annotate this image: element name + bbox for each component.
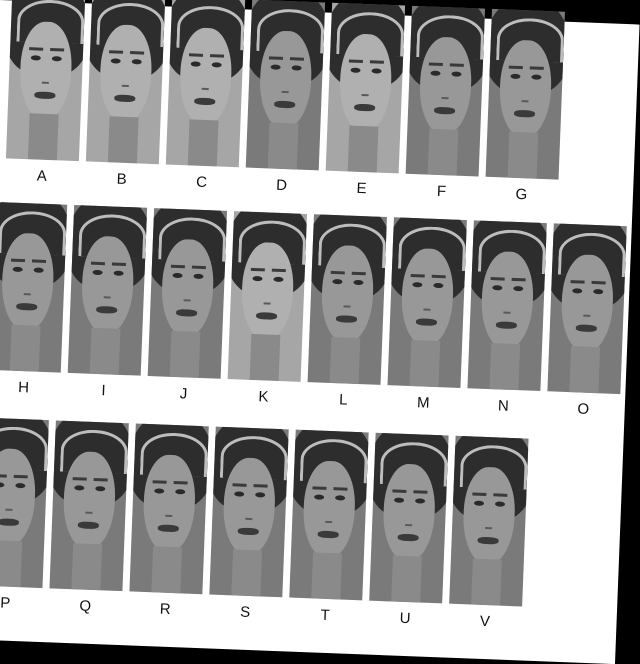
face-q: Q bbox=[48, 420, 132, 616]
face-label: F bbox=[436, 182, 447, 201]
face-photo bbox=[67, 204, 148, 376]
face-photo bbox=[245, 0, 326, 171]
face-label: S bbox=[239, 603, 251, 622]
face-label: H bbox=[17, 378, 30, 397]
face-o: O bbox=[546, 223, 630, 419]
face-e: E bbox=[325, 2, 409, 199]
face-label: A bbox=[36, 167, 48, 185]
face-g: G bbox=[485, 8, 569, 205]
face-label: G bbox=[515, 185, 528, 204]
face-photo bbox=[165, 0, 246, 168]
face-label: B bbox=[116, 170, 128, 188]
face-photo bbox=[325, 2, 406, 174]
face-label: R bbox=[159, 600, 171, 618]
face-label: O bbox=[577, 400, 590, 418]
face-h: H bbox=[0, 201, 71, 398]
face-photo bbox=[129, 423, 209, 595]
face-label: L bbox=[338, 391, 348, 409]
face-photo bbox=[85, 0, 166, 165]
face-label: I bbox=[101, 382, 106, 400]
face-label: J bbox=[179, 385, 188, 403]
face-k: K bbox=[227, 211, 311, 407]
face-d: D bbox=[245, 0, 329, 195]
face-a: A bbox=[5, 0, 89, 186]
face-photo bbox=[147, 208, 228, 379]
face-s: S bbox=[208, 426, 292, 623]
face-label: Q bbox=[79, 597, 92, 615]
face-label: D bbox=[275, 176, 288, 195]
face-photo bbox=[5, 0, 86, 162]
face-label: V bbox=[479, 612, 491, 631]
face-label: T bbox=[320, 606, 331, 625]
face-l: L bbox=[307, 214, 391, 410]
face-photo bbox=[209, 426, 289, 598]
face-r: R bbox=[128, 423, 212, 620]
face-label: U bbox=[399, 609, 411, 628]
face-f: F bbox=[405, 5, 489, 202]
face-label: E bbox=[356, 179, 367, 198]
face-photo bbox=[387, 217, 467, 388]
face-m: M bbox=[387, 217, 471, 413]
face-u: U bbox=[368, 432, 452, 629]
face-i: I bbox=[67, 204, 151, 401]
face-t: T bbox=[288, 429, 372, 626]
face-n: N bbox=[466, 220, 550, 416]
face-v: V bbox=[448, 435, 532, 632]
face-label: M bbox=[416, 394, 430, 412]
face-photo bbox=[485, 8, 565, 180]
face-label: C bbox=[195, 173, 208, 192]
face-p: P bbox=[0, 417, 53, 613]
face-photo bbox=[467, 220, 547, 392]
face-label: N bbox=[497, 397, 510, 415]
face-photo bbox=[369, 432, 449, 604]
face-j: J bbox=[147, 208, 231, 404]
face-photo bbox=[0, 201, 68, 373]
face-photo bbox=[49, 420, 129, 592]
face-label: K bbox=[258, 388, 269, 406]
face-c: C bbox=[165, 0, 249, 192]
face-photo bbox=[547, 223, 627, 395]
face-photo bbox=[449, 435, 529, 607]
face-b: B bbox=[85, 0, 169, 189]
face-label: P bbox=[0, 594, 11, 612]
face-photo bbox=[0, 417, 49, 589]
face-photo bbox=[289, 429, 369, 601]
face-photo bbox=[307, 214, 387, 385]
face-photo bbox=[405, 5, 486, 177]
face-photo bbox=[227, 211, 308, 382]
